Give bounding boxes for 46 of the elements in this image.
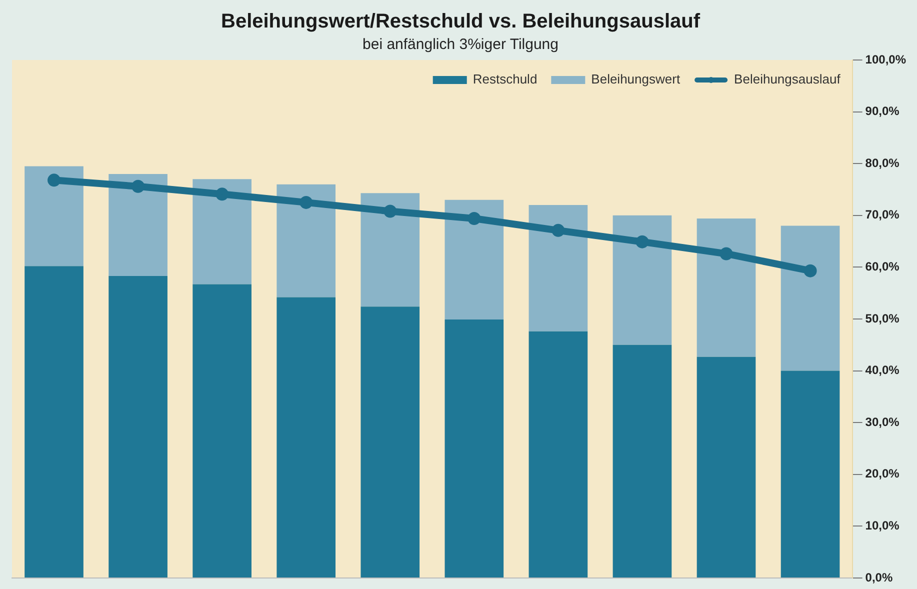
bar [24, 166, 84, 266]
point [804, 264, 817, 278]
bar [108, 174, 168, 276]
bar [444, 200, 504, 320]
bar [612, 215, 672, 345]
y-tick-label: 70,0% [865, 208, 900, 222]
y-tick-label: 50,0% [865, 311, 900, 326]
bar [696, 218, 756, 357]
y-tick-label: 0,0% [865, 570, 893, 584]
legend-label: Restschuld [472, 72, 538, 87]
y-tick-label: 80,0% [865, 156, 900, 170]
legend-label: Beleihungswert [591, 72, 680, 87]
point [384, 204, 397, 218]
point [636, 235, 649, 248]
bar [696, 356, 756, 578]
legend-label: Beleihungsauslauf [734, 72, 841, 87]
bar [360, 306, 420, 578]
chart-subtitle: bei anfänglich 3%iger Tilgung [362, 36, 558, 54]
bar [276, 184, 336, 298]
bar [780, 226, 840, 371]
bar [108, 276, 168, 578]
y-tick-label: 40,0% [865, 363, 900, 378]
point [552, 224, 565, 237]
bar [276, 297, 336, 578]
y-tick-label: 60,0% [865, 260, 900, 274]
y-tick-label: 30,0% [865, 414, 900, 429]
bar [780, 370, 840, 578]
bar [24, 266, 84, 578]
point [132, 180, 145, 193]
bar [528, 331, 588, 578]
point [468, 212, 481, 226]
point [720, 247, 733, 260]
bar [192, 179, 252, 284]
bar [528, 205, 588, 332]
chart-title: Beleihungswert/Restschuld vs. Beleihungsauslauf [220, 10, 700, 33]
y-tick-label: 10,0% [865, 518, 900, 533]
point [48, 174, 61, 187]
bar [444, 320, 504, 578]
bar [360, 193, 420, 307]
y-tick-label: 90,0% [865, 104, 900, 118]
point [216, 188, 229, 201]
bar [192, 284, 252, 578]
point [300, 196, 313, 209]
y-tick-label: 20,0% [865, 466, 900, 481]
bar [612, 344, 672, 578]
y-tick-label: 100,0% [865, 52, 906, 66]
